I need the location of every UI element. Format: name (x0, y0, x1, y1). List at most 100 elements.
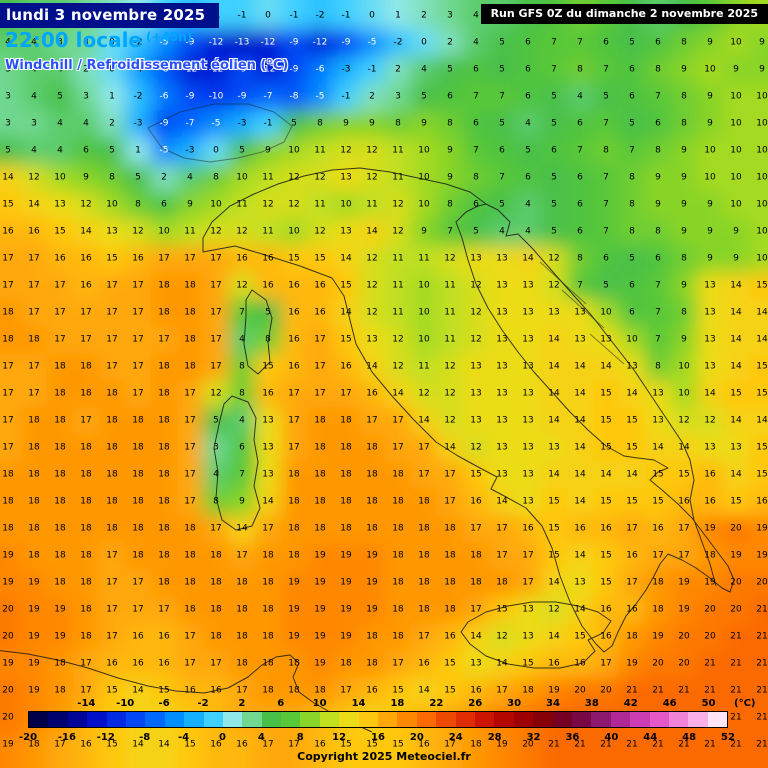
temp-value: 5 (473, 226, 479, 237)
temp-value: 6 (499, 145, 505, 156)
field-cell (333, 218, 360, 247)
temp-value: 18 (210, 577, 222, 588)
temp-value: 9 (83, 172, 89, 183)
temp-value: 8 (135, 199, 141, 210)
temp-value: 8 (317, 118, 323, 129)
temp-value: 13 (704, 361, 716, 372)
temp-value: 18 (444, 523, 456, 534)
temp-value: 20 (2, 631, 14, 642)
field-cell (489, 83, 516, 112)
temp-value: 14 (2, 172, 14, 183)
field-cell (437, 191, 464, 220)
temp-value: 5 (135, 172, 141, 183)
temp-value: 17 (366, 415, 378, 426)
temp-value: 18 (54, 523, 66, 534)
temp-value: 14 (28, 199, 40, 210)
field-cell (73, 0, 100, 4)
temp-value: 14 (730, 361, 742, 372)
temp-value: 11 (262, 172, 274, 183)
temp-value: 17 (314, 388, 326, 399)
temp-value: 18 (314, 469, 326, 480)
temp-value: -1 (289, 10, 299, 21)
temp-value: 17 (340, 685, 352, 696)
temp-value: 18 (132, 469, 144, 480)
temp-value: 18 (704, 550, 716, 561)
temp-value: 4 (473, 10, 479, 21)
temp-value: 17 (106, 631, 118, 642)
temp-value: 17 (28, 361, 40, 372)
field-cell (567, 164, 594, 193)
field-cell (723, 29, 750, 58)
field-cell (151, 110, 178, 139)
temp-value: 9 (655, 172, 661, 183)
temp-value: 18 (184, 361, 196, 372)
temp-value: 17 (210, 523, 222, 534)
temp-value: 17 (496, 523, 508, 534)
temp-value: 18 (158, 523, 170, 534)
temp-value: 18 (184, 280, 196, 291)
temp-value: 9 (421, 226, 427, 237)
temp-value: 5 (499, 199, 505, 210)
temp-value: 17 (106, 361, 118, 372)
temp-value: 21 (704, 712, 716, 723)
field-cell (229, 137, 256, 166)
temp-value: 6 (161, 199, 167, 210)
temp-value: 18 (262, 658, 274, 669)
temp-value: 17 (54, 739, 66, 750)
field-cell (255, 56, 282, 85)
temp-value: 18 (288, 496, 300, 507)
temp-value: 18 (106, 442, 118, 453)
temp-value: 17 (54, 280, 66, 291)
temp-value: 17 (54, 307, 66, 318)
temp-value: 16 (652, 523, 664, 534)
field-cell (515, 29, 542, 58)
temp-value: 15 (600, 577, 612, 588)
field-cell (749, 110, 768, 139)
field-cell (21, 218, 48, 247)
temp-value: 5 (109, 145, 115, 156)
temp-value: 17 (236, 712, 248, 723)
temp-value: 18 (366, 496, 378, 507)
temp-value: 18 (54, 469, 66, 480)
temp-value: 21 (756, 739, 768, 750)
temp-value: 13 (496, 442, 508, 453)
temp-value: 9 (265, 145, 271, 156)
temp-value: 17 (80, 307, 92, 318)
temp-value: 17 (80, 415, 92, 426)
temp-value: 13 (496, 361, 508, 372)
field-cell (281, 83, 308, 112)
temp-value: 4 (499, 226, 505, 237)
temp-value: 10 (756, 253, 768, 264)
field-cell (47, 164, 74, 193)
temp-value: 5 (603, 91, 609, 102)
temp-value: 9 (187, 199, 193, 210)
field-cell (125, 191, 152, 220)
temp-value: 16 (210, 712, 222, 723)
field-cell (723, 0, 750, 4)
temp-value: 19 (314, 604, 326, 615)
temp-value: 18 (470, 577, 482, 588)
temp-value: 16 (314, 712, 326, 723)
field-cell (333, 191, 360, 220)
temp-value: 15 (756, 469, 768, 480)
temp-value: 3 (5, 118, 11, 129)
temp-value: 21 (756, 631, 768, 642)
field-cell (229, 191, 256, 220)
temp-value: 17 (418, 469, 430, 480)
temp-value: 18 (158, 361, 170, 372)
temp-value: 20 (756, 577, 768, 588)
temp-value: 1 (135, 145, 141, 156)
temp-value: 21 (730, 712, 742, 723)
temp-value: 11 (444, 307, 456, 318)
temp-value: 9 (707, 91, 713, 102)
temp-value: 14 (418, 685, 430, 696)
temp-value: 4 (421, 64, 427, 75)
field-cell (541, 29, 568, 58)
temp-value: 14 (340, 253, 352, 264)
field-cell (99, 191, 126, 220)
temp-value: 13 (548, 307, 560, 318)
field-cell (229, 29, 256, 58)
field-cell (333, 2, 360, 31)
temp-value: 7 (655, 334, 661, 345)
field-cell (281, 29, 308, 58)
